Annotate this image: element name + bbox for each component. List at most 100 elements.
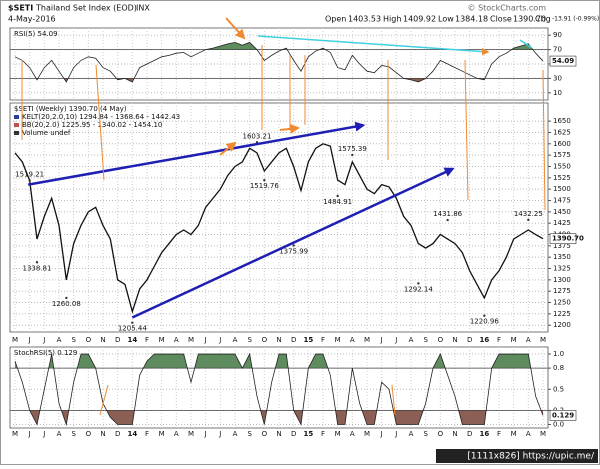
x-tick-label: 16 — [479, 430, 489, 438]
cyan-line — [519, 39, 533, 49]
orange-line — [99, 384, 109, 416]
x-tick-label: F — [497, 430, 501, 438]
y-tick-label: 1300 — [553, 276, 571, 284]
x-tick-label: S — [71, 336, 76, 344]
panel-title: $SETI (Weekly) 1390.70 (4 May) — [14, 105, 127, 113]
annotation-label: 1519.21 — [15, 170, 44, 178]
y-tick-label: 1550 — [553, 162, 571, 170]
annotation-point — [35, 261, 39, 264]
y-tick-label: 1450 — [553, 208, 571, 216]
annotation-label: 1575.39 — [338, 145, 367, 153]
y-tick-label: 1625 — [553, 128, 571, 136]
oversold-fill — [29, 410, 543, 425]
legend-entry: BB(20,2.0) 1225.95 - 1340.02 - 1454.10 — [22, 121, 162, 129]
exchange: INX — [136, 4, 150, 13]
x-tick-label: N — [276, 430, 281, 438]
y-tick-label: 1500 — [553, 185, 571, 193]
x-tick-label: 15 — [303, 336, 313, 344]
legend-entry: KELT(20,2.0,10) 1294.84 - 1368.64 - 1442… — [22, 113, 180, 121]
x-tick-label: A — [526, 336, 531, 344]
x-tick-label: D — [467, 430, 472, 438]
overbought-fill — [15, 354, 543, 369]
x-tick-label: O — [438, 430, 444, 438]
panel-title: StochRSI(5) 0.129 — [14, 349, 77, 357]
x-tick-label: J — [218, 336, 221, 344]
annotation-point — [446, 218, 449, 222]
x-tick-label: M — [335, 430, 341, 438]
x-tick-label: N — [100, 336, 105, 344]
x-tick-label: 16 — [479, 336, 489, 344]
legend-swatch — [14, 131, 19, 135]
open-label: Open — [325, 15, 346, 24]
symbol: $SETI — [8, 4, 33, 13]
annotation-label: 1603.21 — [243, 132, 272, 140]
orange-line — [391, 384, 396, 416]
open: 1403.53 — [348, 15, 381, 24]
x-tick-label: O — [262, 336, 268, 344]
x-tick-label: N — [452, 430, 457, 438]
orange-arrow — [219, 141, 237, 156]
x-tick-label: D — [115, 430, 120, 438]
x-tick-label: A — [409, 336, 414, 344]
current-value: 54.09 — [552, 57, 574, 65]
y-tick-label: 0.8 — [553, 364, 564, 372]
annotation-point — [527, 218, 530, 222]
annotation-label: 1431.86 — [433, 210, 462, 218]
x-tick-label: M — [12, 430, 18, 438]
x-tick-label: A — [174, 336, 179, 344]
y-tick-label: 1600 — [553, 140, 571, 148]
x-tick-label: J — [380, 430, 383, 438]
close: 1390.70 — [513, 15, 546, 24]
close-label: Close — [490, 15, 512, 24]
trendline — [131, 167, 455, 319]
x-tick-label: A — [57, 336, 62, 344]
current-value-box — [549, 410, 577, 421]
current-value-box — [549, 233, 577, 245]
annotation-label: 1220.96 — [470, 318, 499, 326]
annotation-label: 1260.08 — [52, 300, 81, 308]
x-tick-label: F — [321, 430, 325, 438]
x-tick-label: J — [218, 430, 221, 438]
chg: -13.91 (-0.99%) — [552, 16, 599, 23]
high-label: High — [383, 15, 401, 24]
x-tick-label: J — [380, 336, 383, 344]
x-tick-label: M — [511, 430, 517, 438]
x-tick-label: O — [262, 430, 268, 438]
x-tick-label: 14 — [127, 336, 137, 344]
y-tick-label: 0.5 — [553, 385, 564, 393]
x-tick-label: J — [42, 430, 45, 438]
annotation-point — [351, 153, 354, 157]
x-tick-label: M — [12, 336, 18, 344]
cyan-line — [257, 35, 490, 56]
x-tick-label: N — [100, 430, 105, 438]
orange-line — [542, 69, 546, 211]
x-tick-label: O — [86, 336, 92, 344]
x-tick-label: A — [233, 430, 238, 438]
cyan-arrows — [257, 35, 533, 56]
x-tick-label: J — [394, 336, 397, 344]
annotation-point — [292, 244, 295, 247]
current-value: 0.129 — [552, 411, 574, 419]
orange-arrows — [21, 17, 546, 416]
orange-line — [464, 59, 469, 201]
legend-swatch — [14, 123, 19, 127]
x-tick-label: F — [321, 336, 325, 344]
x-tick-label: A — [350, 336, 355, 344]
orange-arrow — [279, 123, 300, 134]
y-tick-label: 1375 — [553, 242, 571, 250]
x-tick-label: D — [291, 430, 296, 438]
x-tick-label: S — [71, 430, 76, 438]
y-tick-label: 1525 — [553, 174, 571, 182]
annotation-label: 1338.81 — [23, 264, 52, 272]
x-tick-label: D — [291, 336, 296, 344]
x-tick-label: F — [145, 336, 149, 344]
x-tick-label: 15 — [303, 430, 313, 438]
x-tick-label: M — [188, 430, 194, 438]
x-tick-label: J — [204, 430, 207, 438]
legend-swatch — [14, 115, 19, 119]
date: 4-May-2016 — [8, 15, 56, 24]
x-tick-label: J — [28, 430, 31, 438]
y-tick-label: 30 — [553, 74, 562, 82]
x-tick-label: S — [423, 430, 428, 438]
